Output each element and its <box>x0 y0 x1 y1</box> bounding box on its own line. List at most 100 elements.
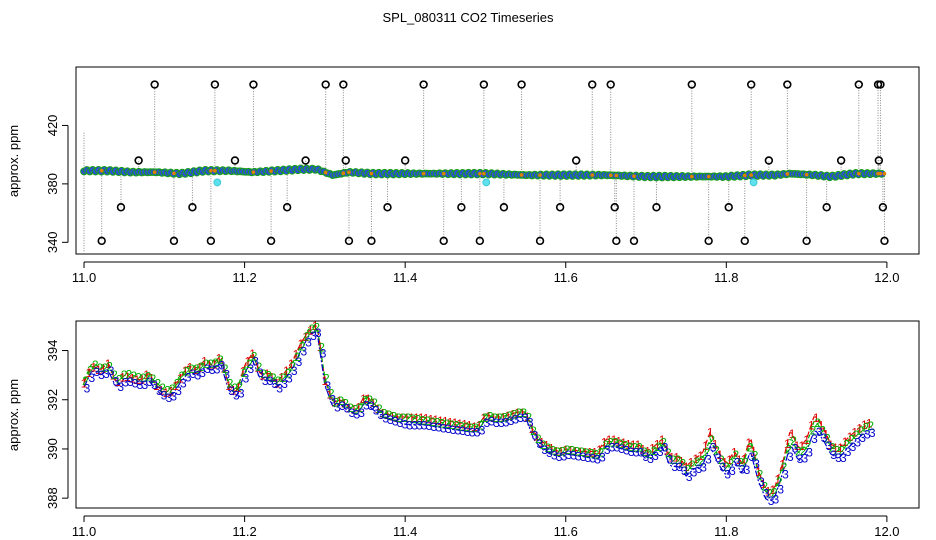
series-3-point: 3 <box>103 367 110 381</box>
spike-low-point <box>704 236 713 246</box>
series-2-point: 2 <box>593 447 600 461</box>
series-2-point: 2 <box>386 408 393 422</box>
series-3-point: 3 <box>276 381 283 395</box>
series-2-point: 2 <box>737 455 744 469</box>
series-1-point: 1 <box>553 444 560 458</box>
series-2-point: 2 <box>443 417 450 431</box>
series-1-point: 1 <box>611 433 618 447</box>
cyan-point <box>749 178 758 187</box>
spike-mid-point <box>878 203 888 212</box>
spike-mid-point <box>724 203 733 212</box>
series-1-point: 1 <box>317 340 324 354</box>
series-2-point: 2 <box>496 411 503 425</box>
series-2-point: 2 <box>280 371 287 385</box>
gap-marker <box>323 170 328 175</box>
series-1-point: 1 <box>341 397 348 411</box>
spike-low-point <box>206 236 216 246</box>
series-2-point: 2 <box>675 453 682 467</box>
series-2-point: 2 <box>554 445 561 459</box>
series-3-point: 3 <box>392 414 399 428</box>
series-3-point: 3 <box>185 371 192 385</box>
series-1-point: 1 <box>505 409 512 423</box>
figure-title: SPL_080311 CO2 Timeseries <box>382 10 554 25</box>
series-2-point: 2 <box>588 447 595 461</box>
series-3-point: 3 <box>199 366 206 380</box>
series-3-point: 3 <box>527 415 534 429</box>
series-2-point: 2 <box>617 437 624 451</box>
series-3-point: 3 <box>835 451 842 465</box>
series-1-point: 1 <box>466 418 473 432</box>
series-3-point: 3 <box>623 443 630 457</box>
series-1-point: 1 <box>832 441 839 455</box>
series-1-point: 1 <box>264 367 271 381</box>
top-y-tick-label: 420 <box>45 115 60 137</box>
series-3-point: 3 <box>777 482 784 496</box>
spike-mid-point <box>282 203 292 212</box>
series-3-point: 3 <box>570 449 577 463</box>
series-2-point: 2 <box>150 372 157 386</box>
series-2-point: 2 <box>424 414 431 428</box>
series-2-point: 2 <box>742 455 749 469</box>
series-1-point: 1 <box>408 411 415 425</box>
series-2-point: 2 <box>574 444 581 458</box>
series-2-point: 2 <box>126 368 133 382</box>
series-2-point: 2 <box>790 434 797 448</box>
series-2-point: 2 <box>776 475 783 489</box>
bottom-x-tick-label: 11.6 <box>554 524 578 539</box>
series-3-point: 3 <box>715 451 722 465</box>
series-1-point: 1 <box>269 371 276 385</box>
series-2-point: 2 <box>87 364 94 378</box>
series-1-point: 1 <box>143 368 150 382</box>
series-3-point: 3 <box>768 494 775 508</box>
series-3-point: 3 <box>411 418 418 432</box>
series-1-point: 1 <box>702 439 709 453</box>
series-2-point: 2 <box>106 359 113 373</box>
series-2-point: 2 <box>708 433 715 447</box>
series-1-point: 1 <box>668 450 675 464</box>
spike-mid-point <box>457 203 466 212</box>
series-3-point: 3 <box>589 452 596 466</box>
series-1-point: 1 <box>326 387 333 401</box>
series-3-point: 3 <box>801 451 808 465</box>
spike-mid-point <box>188 203 197 212</box>
series-1-point: 1 <box>558 444 565 458</box>
series-1-point: 1 <box>808 418 815 432</box>
spike-high-point <box>249 80 258 89</box>
series-2-point: 2 <box>689 458 696 472</box>
gap-marker <box>441 171 446 176</box>
series-2-point: 2 <box>154 377 161 391</box>
series-1-point: 1 <box>307 323 314 337</box>
series-2-point: 2 <box>785 442 792 456</box>
series-3-point: 3 <box>450 423 457 437</box>
series-3-point: 3 <box>546 446 553 460</box>
series-2-point: 2 <box>236 379 243 393</box>
series-1-point: 1 <box>818 418 825 432</box>
gap-marker <box>251 170 256 174</box>
series-3-point: 3 <box>459 424 466 438</box>
series-1-point: 1 <box>731 445 738 459</box>
series-2-point: 2 <box>506 409 513 423</box>
series-1-point: 1 <box>500 410 507 424</box>
series-2-point: 2 <box>540 438 547 452</box>
series-2-point: 2 <box>646 447 653 461</box>
series-3-point: 3 <box>773 493 780 507</box>
series-1-point: 1 <box>235 381 242 395</box>
series-2-point: 2 <box>179 369 186 383</box>
series-1-point: 1 <box>654 438 661 452</box>
series-2-point: 2 <box>612 436 619 450</box>
series-2-point: 2 <box>771 485 778 499</box>
spike-high-point <box>876 80 885 89</box>
series-1-point: 1 <box>423 412 430 426</box>
series-3-point: 3 <box>503 415 510 429</box>
series-1-point: 1 <box>163 386 170 400</box>
series-3-point: 3 <box>657 445 664 459</box>
series-3-point: 3 <box>426 419 433 433</box>
bottom-y-axis: 388 390 392 394 <box>45 340 69 509</box>
top-x-tick-label: 11.4 <box>393 270 417 285</box>
series-3-point: 3 <box>190 367 197 381</box>
series-2-point: 2 <box>521 406 528 420</box>
spike-upper-point <box>341 156 350 165</box>
spike-low-point <box>97 236 106 246</box>
series-2-point: 2 <box>270 371 277 385</box>
series-1-point: 1 <box>837 441 844 455</box>
